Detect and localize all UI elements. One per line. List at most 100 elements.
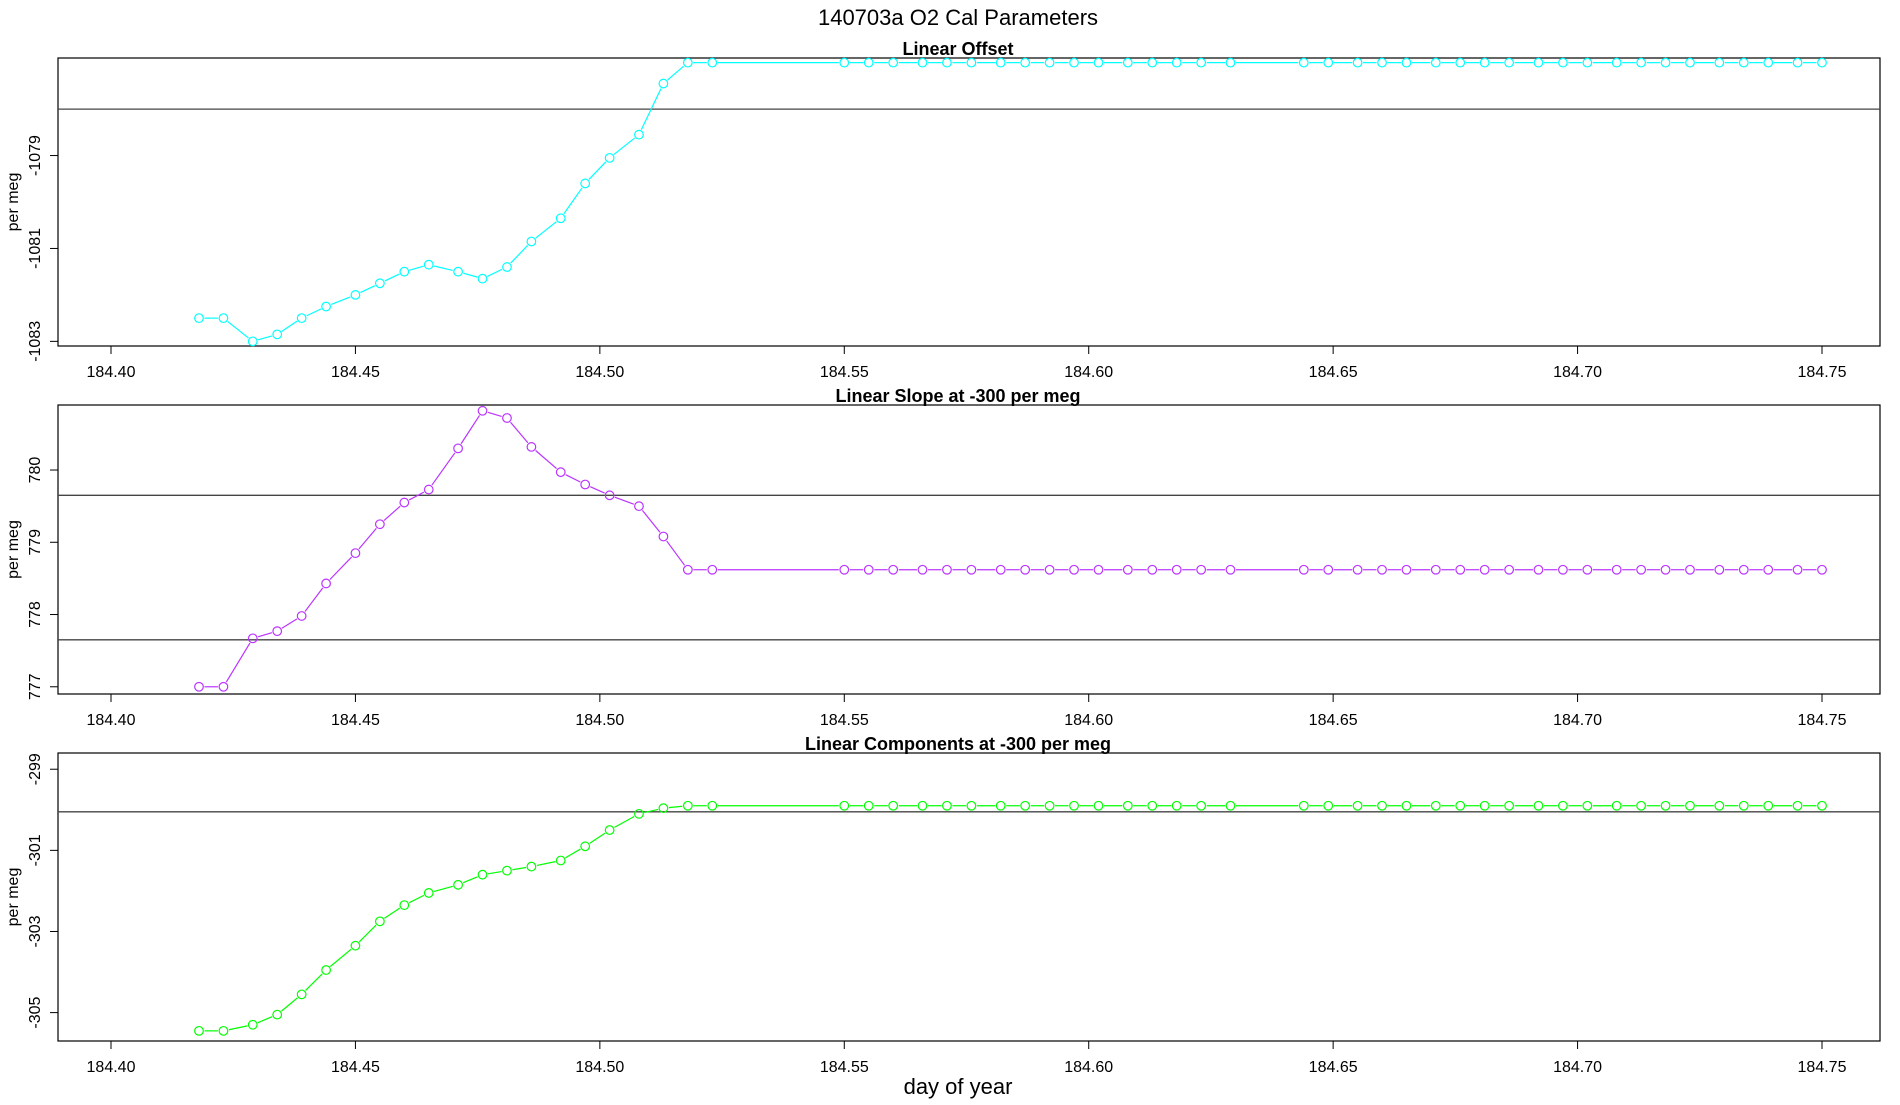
y-tick-label: -301 [27,834,44,866]
data-point [477,273,488,284]
data-point [1582,564,1593,575]
series-line-segment [487,411,502,418]
series-line-segment [304,587,324,612]
x-tick-label: 184.50 [575,712,624,729]
data-point [1352,800,1363,811]
data-point [321,301,331,312]
data-point [1377,564,1387,575]
series-line-segment [565,848,581,859]
data-point [1093,564,1104,575]
data-point [1533,800,1544,811]
panel-title: Linear Slope at -300 per meg [835,386,1080,406]
data-point [194,1025,204,1036]
data-point [658,803,669,814]
data-point [502,413,512,423]
data-point [682,564,693,575]
x-tick-label: 184.50 [575,1059,624,1076]
series-line-segment [588,161,607,180]
data-point [399,497,410,508]
series-line-segment [408,491,425,501]
data-point [1533,57,1544,68]
data-point [1685,57,1695,68]
data-point [658,78,669,89]
data-point [634,501,644,512]
x-tick-label: 184.45 [331,364,380,381]
data-point [1430,800,1441,811]
data-point [247,633,258,644]
data-point [707,564,718,575]
series-line-segment [257,335,273,341]
data-point [453,879,463,890]
data-point [658,531,669,542]
series-line-segment [227,321,249,339]
data-point [1504,57,1515,68]
data-point [1455,564,1466,575]
series-line-segment [535,450,557,470]
series-line-segment [667,65,685,81]
x-tick-label: 184.75 [1798,1059,1847,1076]
data-point [995,800,1006,811]
data-point [1455,800,1466,811]
data-point [1558,564,1568,575]
plot-frame [57,404,1881,695]
data-point [1817,57,1827,68]
data-point [604,825,615,835]
data-point [863,564,874,575]
y-tick-label: -299 [27,753,44,785]
y-tick-label: -1079 [27,135,44,176]
y-tick-label: 777 [27,673,44,700]
data-point [1738,800,1749,811]
data-point [1660,800,1671,811]
data-point [555,467,566,478]
data-point [1401,564,1412,575]
x-tick-label: 184.40 [87,1059,136,1076]
data-point [1044,800,1055,811]
series-line-segment [281,618,298,629]
series-line-segment [408,894,425,904]
data-point [218,313,229,324]
x-tick-label: 184.70 [1553,364,1602,381]
x-tick-label: 184.40 [87,364,136,381]
figure-title: 140703a O2 Cal Parameters [818,5,1098,30]
data-point [1533,564,1544,575]
data-point [1763,800,1774,811]
data-point [1323,57,1334,68]
data-point [1225,800,1236,811]
data-point [1225,564,1236,575]
data-point [1558,800,1568,811]
series-line-segment [330,296,351,306]
data-point [1582,57,1593,68]
data-point [1738,564,1749,575]
data-point [194,313,204,324]
data-point [1636,800,1647,811]
series-line-segment [589,486,605,494]
x-axis-label: day of year [904,1074,1013,1099]
data-point [218,1025,229,1036]
series-line-segment [225,642,251,683]
data-point [1122,800,1133,811]
data-point [526,442,537,452]
data-point [1636,57,1647,68]
series-line-segment [510,245,529,264]
data-point [1323,564,1334,575]
data-point [1611,800,1622,811]
y-tick-label: 780 [27,457,44,484]
data-point [1377,800,1387,811]
data-point [374,278,385,289]
data-point [966,57,977,68]
data-point [1196,800,1207,811]
series-line-segment [360,285,376,294]
y-axis-label: per meg [5,868,22,927]
data-point [1171,800,1182,811]
series-line-segment [641,510,661,533]
y-tick-label: -1083 [27,321,44,362]
data-point [321,578,331,589]
data-point [1147,564,1158,575]
data-point [580,479,591,490]
data-point [399,266,410,277]
data-point [218,681,229,692]
data-point [1792,57,1803,68]
data-point [1069,57,1079,68]
